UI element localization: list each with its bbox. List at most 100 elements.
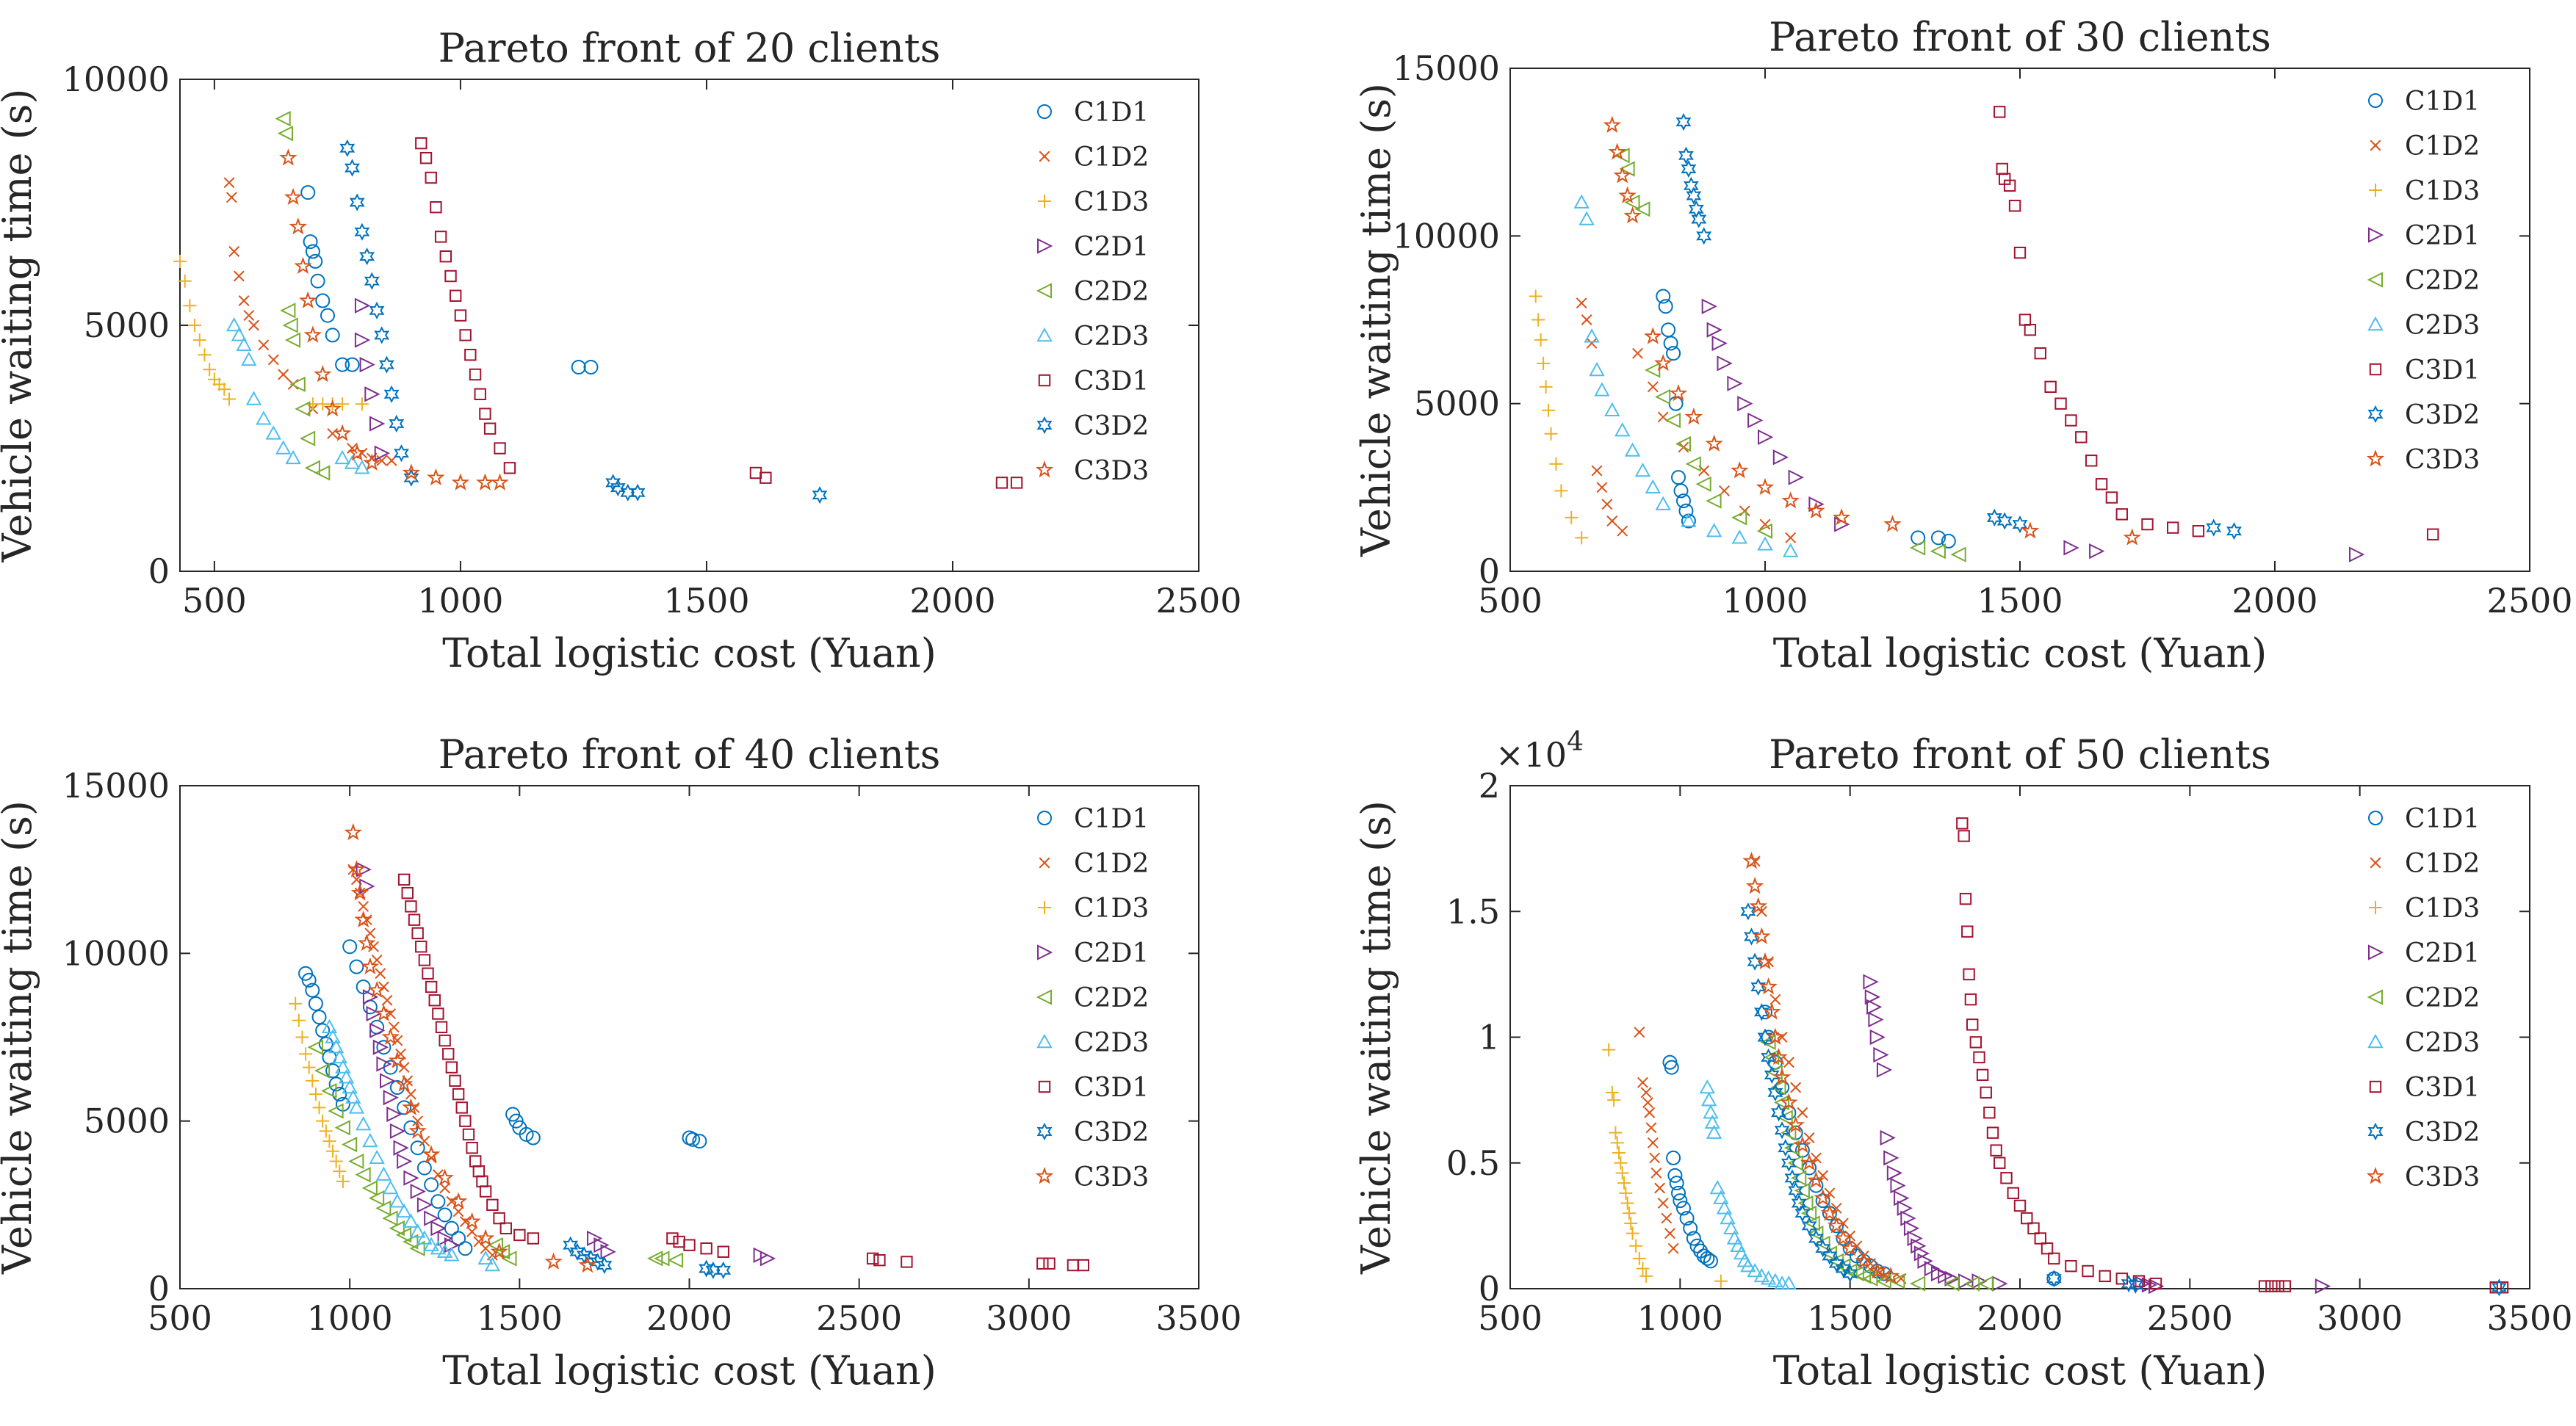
data-point: [304, 460, 320, 476]
data-point: [369, 301, 385, 319]
data-point: [519, 1126, 534, 1142]
data-point: [439, 1034, 451, 1047]
data-point: [375, 1166, 392, 1181]
data-point: [1994, 1157, 2006, 1169]
data-point: [1760, 1034, 1776, 1050]
legend-label: C2D1: [2405, 938, 2480, 969]
data-point: [405, 1088, 416, 1100]
series-c1d2: [347, 864, 498, 1261]
data-point: [333, 1165, 347, 1179]
data-point: [1647, 381, 1659, 393]
data-point: [1700, 1251, 1715, 1266]
data-point: [1756, 952, 1775, 970]
data-point: [1772, 1068, 1792, 1085]
data-point: [374, 326, 390, 344]
data-point: [683, 1239, 696, 1251]
data-point: [336, 397, 350, 411]
data-point: [464, 349, 477, 361]
data-point: [430, 1240, 447, 1255]
data-point: [2315, 1278, 2331, 1295]
legend-label: C1D1: [2405, 804, 2480, 834]
data-point: [2065, 1259, 2077, 1273]
data-point: [2115, 508, 2129, 521]
data-point: [245, 391, 262, 405]
data-point: [1764, 1065, 1780, 1084]
data-point: [1897, 1200, 1913, 1217]
data-point: [1634, 201, 1650, 217]
chart-title: Pareto front of 30 clients: [1769, 14, 2271, 60]
series-c3d2: [339, 139, 828, 504]
legend-marker-c1d1: [1037, 104, 1052, 119]
data-point: [1706, 1124, 1722, 1139]
data-point: [354, 910, 372, 928]
data-point: [428, 994, 441, 1007]
legend-marker-c2d1: [2368, 227, 2384, 243]
legend-marker-c3d1: [1038, 374, 1051, 387]
data-point: [466, 1226, 478, 1237]
data-point: [1863, 974, 1879, 990]
data-point: [376, 1040, 392, 1055]
data-point: [307, 1039, 323, 1055]
data-point: [300, 185, 316, 200]
data-point: [1815, 1193, 1830, 1209]
data-point: [1624, 442, 1641, 457]
series-c2d1: [354, 297, 390, 461]
data-point: [1664, 412, 1681, 429]
data-point: [1804, 1215, 1820, 1231]
data-point: [2012, 515, 2028, 534]
y-tick-label: 5000: [1414, 384, 1500, 424]
data-point: [1644, 1107, 1656, 1118]
data-point: [501, 1251, 517, 1267]
data-point: [1605, 1085, 1619, 1099]
data-point: [326, 1144, 340, 1158]
data-point: [375, 1004, 393, 1021]
data-point: [342, 1079, 358, 1094]
y-tick-label: 10000: [62, 59, 170, 99]
data-point: [1654, 1182, 1666, 1194]
data-point: [284, 187, 303, 206]
data-point: [629, 483, 646, 502]
data-point: [327, 427, 339, 439]
data-point: [2082, 1264, 2094, 1278]
series-c1d3: [1602, 1043, 1728, 1288]
data-point: [363, 453, 381, 471]
data-point: [356, 861, 372, 877]
x-tick-label: 500: [1478, 1298, 1543, 1338]
data-point: [486, 1198, 499, 1212]
legend-label: C1D3: [1074, 894, 1149, 924]
data-point: [1043, 1257, 1056, 1270]
legend-label: C1D1: [1074, 98, 1149, 128]
legend: C1D1 C1D2 C1D3 C2D1 C2D2 C2D3 C3D1 C3D2 C3D3: [1035, 804, 1149, 1192]
legend-label: C1D2: [2405, 131, 2480, 162]
data-point: [1622, 1206, 1636, 1220]
chart-panel-2: 500 1000 1500 2000 2500 0 5000 10000 15000 Pareto…: [1353, 14, 2573, 676]
legend-label: C2D2: [2405, 266, 2480, 296]
data-point: [477, 1250, 494, 1265]
legend-marker-c2d2: [2367, 272, 2383, 288]
data-point: [396, 1203, 412, 1218]
data-point: [505, 1107, 521, 1122]
legend-label: C1D3: [2405, 176, 2480, 206]
x-tick-label: 2000: [2232, 581, 2317, 620]
data-point: [1667, 1242, 1679, 1254]
data-point: [1656, 289, 1671, 304]
data-point: [258, 339, 270, 351]
data-point: [1930, 543, 1946, 560]
data-point: [563, 1236, 579, 1254]
x-tick-label: 1500: [663, 581, 749, 620]
data-point: [2054, 397, 2067, 410]
data-point: [1696, 227, 1712, 245]
data-point: [419, 1135, 430, 1147]
data-point: [335, 1059, 351, 1074]
data-point: [444, 269, 457, 283]
data-point: [1610, 1136, 1624, 1150]
data-point: [397, 1153, 413, 1170]
x-tick-label: 3000: [986, 1298, 1072, 1338]
data-point: [1615, 1166, 1629, 1180]
data-point: [1658, 299, 1673, 314]
data-point: [450, 289, 462, 303]
data-point: [2226, 522, 2242, 540]
data-point: [1691, 210, 1707, 228]
data-point: [1731, 529, 1747, 544]
data-point: [295, 401, 311, 417]
